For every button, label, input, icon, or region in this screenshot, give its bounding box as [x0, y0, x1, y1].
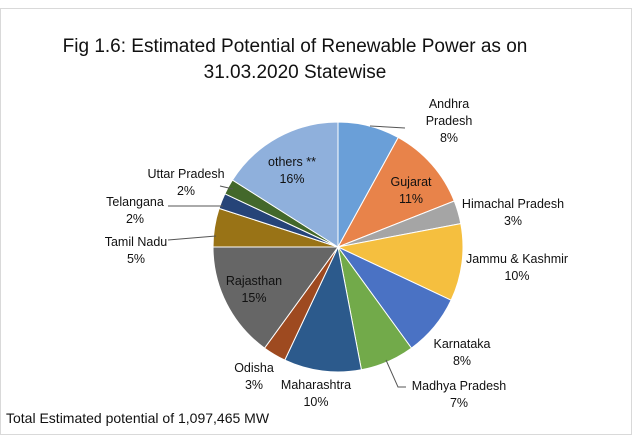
- slice-label: Uttar Pradesh: [147, 167, 225, 181]
- note: Total Estimated potential of 1,097,465 M…: [6, 410, 270, 426]
- value-label: 8%: [452, 354, 472, 368]
- leader-lines: [167, 125, 406, 388]
- pie-slice: [336, 222, 464, 301]
- slice-label: Telangana: [106, 195, 164, 209]
- slice-label: Karnataka: [433, 337, 491, 351]
- value-label: 16%: [279, 172, 305, 186]
- value-label: 11%: [398, 192, 424, 206]
- leader-line: [385, 359, 406, 388]
- slice-label: Rajasthan: [225, 274, 283, 288]
- slice-label: Andhra Pradesh: [425, 97, 473, 128]
- slice-label: Gujarat: [390, 175, 432, 189]
- value-label: 8%: [439, 131, 459, 145]
- value-label: 10%: [504, 269, 530, 283]
- leader-line: [167, 235, 217, 241]
- leader-line: [369, 125, 406, 129]
- value-label: 15%: [241, 291, 267, 305]
- value-label: 10%: [303, 395, 329, 409]
- slice-label: Maharashtra: [280, 378, 352, 392]
- value-label: 3%: [503, 214, 523, 228]
- slice-label: others **: [268, 155, 316, 169]
- slice-label: Himachal Pradesh: [461, 197, 565, 211]
- value-label: 7%: [449, 396, 469, 410]
- value-label: 2%: [176, 184, 196, 198]
- chart-title: Fig 1.6: Estimated Potential of Renewabl…: [62, 36, 528, 83]
- leader-line: [219, 185, 234, 190]
- slice-label: Jammu & Kashmir: [465, 252, 569, 266]
- slice-label: Tamil Nadu: [104, 235, 168, 249]
- value-label: 5%: [126, 252, 146, 266]
- slice-label: Madhya Pradesh: [411, 379, 507, 393]
- value-label: 2%: [125, 212, 145, 226]
- pie-slice: [284, 245, 363, 373]
- pie-slice: [231, 121, 339, 248]
- frame: [0, 8, 632, 435]
- value-label: 3%: [244, 378, 264, 392]
- pie-slice: [336, 136, 455, 248]
- slice-label: Odisha: [234, 361, 274, 375]
- pie-slice: [212, 246, 339, 349]
